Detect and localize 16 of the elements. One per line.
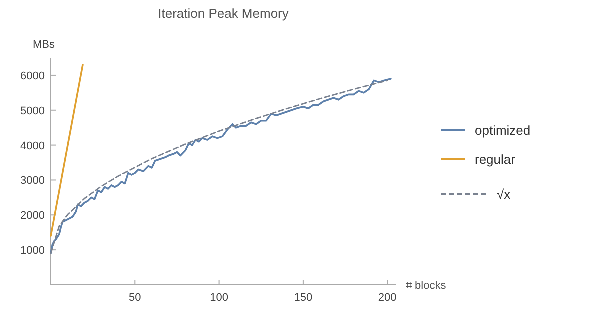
legend-label: regular — [475, 152, 516, 167]
x-axis-title: ⌗ blocks — [406, 280, 447, 292]
legend-label: optimized — [475, 123, 531, 138]
x-tick-label: 50 — [129, 292, 142, 304]
x-tick-label: 100 — [210, 292, 228, 304]
y-tick-label: 6000 — [20, 70, 45, 82]
x-tick-label: 200 — [378, 292, 397, 304]
y-tick-label: 4000 — [20, 140, 45, 152]
y-tick-label: 2000 — [20, 210, 45, 222]
legend-label: √x — [497, 187, 512, 202]
y-tick-label: 3000 — [20, 175, 45, 188]
y-tick-label: 1000 — [20, 245, 45, 258]
chart-title: Iteration Peak Memory — [158, 6, 290, 21]
y-tick-label: 5000 — [20, 105, 45, 118]
x-tick-label: 150 — [294, 292, 313, 304]
y-axis-title: MBs — [33, 39, 56, 51]
